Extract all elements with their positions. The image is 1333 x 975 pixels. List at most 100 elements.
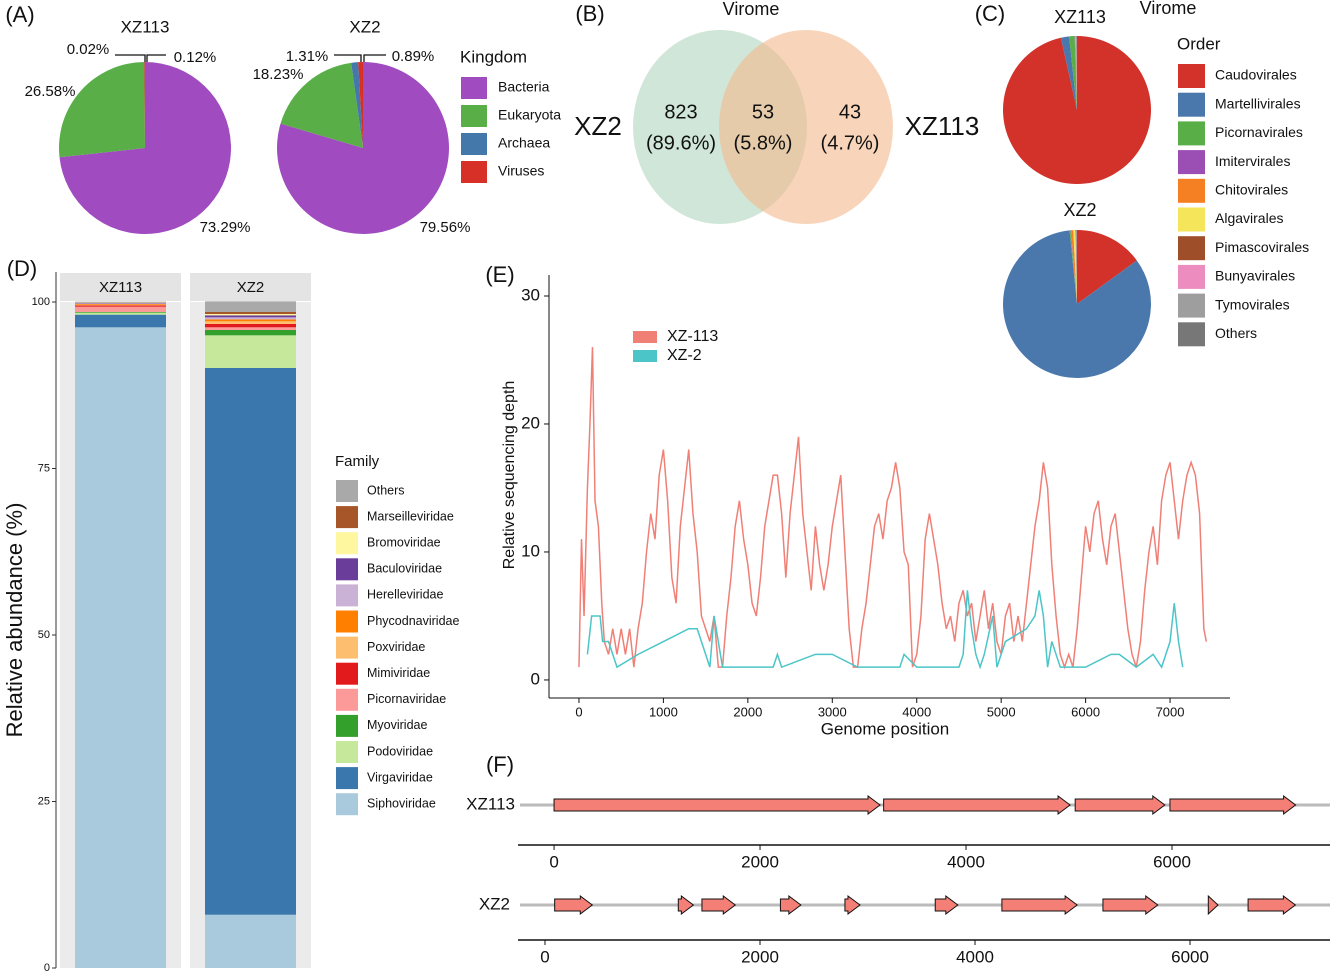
legend-swatch xyxy=(336,793,358,816)
legend-label: Archaea xyxy=(498,135,550,151)
pie-slice xyxy=(280,62,363,148)
venn-count: 53 xyxy=(752,101,774,123)
bar-segment xyxy=(205,311,296,314)
legend-label: Others xyxy=(1215,325,1257,341)
gene-arrow xyxy=(1001,895,1078,915)
legend-swatch xyxy=(633,350,657,362)
bar-segment xyxy=(205,321,296,324)
legend-label: Poxviridae xyxy=(367,640,425,654)
bar-segment xyxy=(75,312,166,315)
legend-title: Kingdom xyxy=(460,47,527,66)
x-tick-label: 3000 xyxy=(818,704,847,719)
pie-slice xyxy=(1075,36,1077,110)
bar-segment xyxy=(205,327,296,330)
bar-segment xyxy=(75,304,166,306)
leader-line xyxy=(115,54,146,62)
y-tick-label: 25 xyxy=(38,795,50,807)
legend-label: Herelleviridae xyxy=(367,588,443,602)
legend-label: XZ-113 xyxy=(667,328,718,345)
bar-segment xyxy=(75,311,166,313)
legend-swatch xyxy=(336,714,358,737)
gene-arrow xyxy=(1207,894,1219,916)
axis-title: Genome position xyxy=(821,719,950,738)
slice-label: 0.02% xyxy=(67,41,110,58)
legend-swatch xyxy=(336,532,358,555)
x-tick-label: 2000 xyxy=(741,852,779,871)
legend-swatch xyxy=(1178,150,1205,175)
gene-arrow xyxy=(1247,895,1297,915)
slice-label: 79.56% xyxy=(420,219,471,236)
pie-slice xyxy=(1070,230,1077,304)
legend-label: Virgaviridae xyxy=(367,770,433,784)
bar-segment xyxy=(205,315,296,318)
panel-title: Virome xyxy=(1140,0,1197,18)
x-tick-label: 0 xyxy=(575,704,582,719)
track-label: XZ2 xyxy=(479,894,510,913)
legend-swatch xyxy=(461,77,487,99)
legend-swatch xyxy=(1178,64,1205,88)
set-label: XZ2 xyxy=(574,111,622,141)
legend-title: Family xyxy=(335,453,380,470)
legend-swatch xyxy=(1178,207,1205,232)
gene-arrow xyxy=(553,795,881,815)
legend-swatch xyxy=(336,610,358,633)
x-tick-label: 0 xyxy=(540,947,549,966)
gene-arrow xyxy=(554,895,594,915)
pie-slice xyxy=(1077,230,1137,304)
legend-swatch xyxy=(1178,264,1205,289)
panel-label: (B) xyxy=(575,1,604,26)
venn-share: (4.7%) xyxy=(821,132,880,154)
legend-swatch xyxy=(336,558,358,581)
line-series xyxy=(578,347,1208,670)
bar-segment xyxy=(75,305,166,307)
legend-label: Bromoviridae xyxy=(367,535,441,549)
venn-set xyxy=(719,30,893,224)
venn-share: (89.6%) xyxy=(646,132,716,154)
gene-arrow xyxy=(844,895,861,915)
legend-swatch xyxy=(461,161,487,183)
legend-swatch xyxy=(336,741,358,763)
y-tick-label: 20 xyxy=(521,413,540,432)
slice-label: 1.31% xyxy=(286,48,329,65)
pie-slice xyxy=(1076,230,1077,304)
x-tick-label: 6000 xyxy=(1153,852,1191,871)
pie-slice xyxy=(1075,36,1077,111)
leader-line xyxy=(363,54,386,62)
bar-segment xyxy=(75,303,166,304)
x-tick-label: 1000 xyxy=(649,704,678,719)
panel-label: (F) xyxy=(486,752,514,777)
gene-arrow xyxy=(934,895,959,915)
legend-swatch xyxy=(461,133,487,155)
venn-count: 43 xyxy=(839,101,861,123)
pie-title: XZ2 xyxy=(349,17,380,36)
legend-label: Baculoviridae xyxy=(367,562,442,576)
x-tick-label: 6000 xyxy=(1071,704,1100,719)
leader-line xyxy=(334,54,362,62)
pie-slice xyxy=(144,62,145,148)
gene-arrow xyxy=(883,795,1071,815)
gene-arrow xyxy=(1102,895,1159,915)
gene-arrow xyxy=(677,895,695,915)
bar-segment xyxy=(205,367,296,915)
y-tick-label: 30 xyxy=(521,285,540,304)
bar-segment xyxy=(205,335,296,368)
leader-line xyxy=(146,54,166,62)
pie-slice xyxy=(1075,36,1077,110)
pie-title: XZ2 xyxy=(1063,200,1096,220)
legend-swatch xyxy=(1178,121,1205,146)
legend-label: Picornavirales xyxy=(1215,124,1303,140)
axis-title: Relative abundance (%) xyxy=(2,503,27,738)
panel-label: (E) xyxy=(485,262,514,287)
pie-slice xyxy=(1003,230,1151,378)
bar-segment xyxy=(205,313,296,316)
bar-segment xyxy=(75,301,166,303)
legend-label: Bunyavirales xyxy=(1215,268,1295,284)
y-tick-label: 100 xyxy=(32,296,50,308)
legend-label: Viruses xyxy=(498,163,544,179)
x-tick-label: 2000 xyxy=(741,947,779,966)
axis-title: Relative sequencing depth xyxy=(501,381,518,570)
legend-label: Tymovirales xyxy=(1215,296,1290,312)
legend-swatch xyxy=(336,662,358,685)
legend-label: Others xyxy=(367,483,405,497)
